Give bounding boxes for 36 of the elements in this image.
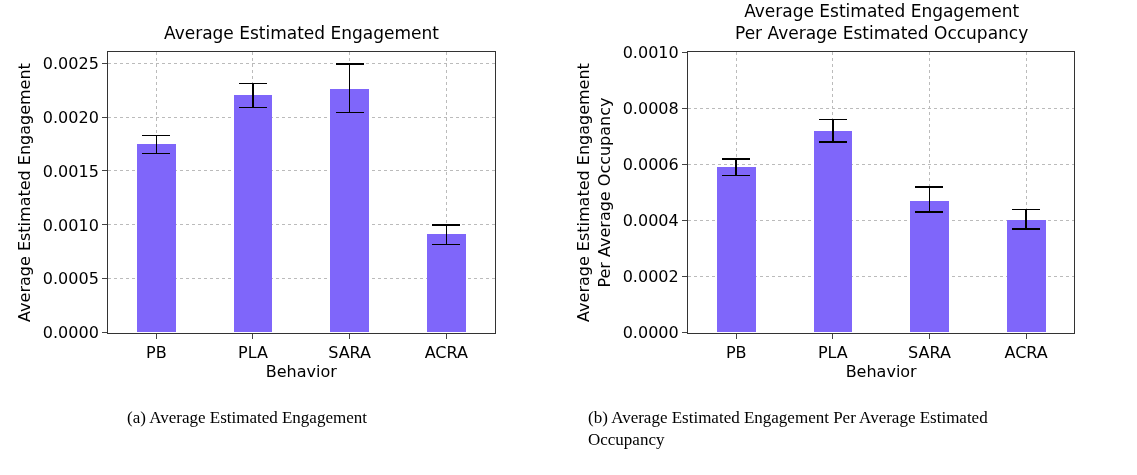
y-tick-label: 0.0000 (622, 323, 679, 343)
y-tick-label: 0.0025 (42, 53, 99, 73)
x-tick-label: PB (725, 342, 747, 362)
y-tick-label: 0.0008 (622, 99, 679, 119)
bar (716, 167, 756, 333)
y-tick-label: 0.0010 (42, 215, 99, 235)
y-tick-label: 0.0015 (42, 161, 99, 181)
x-tick-label: ACRA (424, 342, 468, 362)
bar (330, 89, 370, 333)
y-tick-label: 0.0005 (42, 269, 99, 289)
x-tick-label: PLA (238, 342, 268, 362)
bar (234, 95, 273, 333)
y-axis-title: Average Estimated Engagement Per Average Occupancy (573, 63, 614, 322)
text: (a) Average Estimated Engagement (127, 408, 368, 427)
y-tick-label: 0.0010 (622, 42, 679, 62)
bar (137, 144, 177, 333)
chart-title: Average Estimated Engagement (164, 23, 440, 43)
x-tick-label: PLA (817, 342, 848, 362)
y-tick-label: 0.0004 (622, 211, 679, 231)
x-tick-label: PB (146, 342, 167, 362)
x-axis-title: Behavior (265, 361, 338, 381)
bar (427, 234, 467, 333)
y-tick-label: 0.0002 (622, 267, 679, 287)
y-axis-title: Average Estimated Engagement (14, 63, 34, 322)
bar (813, 131, 852, 333)
bar (1006, 220, 1046, 333)
x-axis-title: Behavior (845, 361, 918, 381)
y-tick-label: 0.0020 (42, 107, 99, 127)
x-tick-label: SARA (328, 342, 372, 362)
bar (909, 201, 949, 333)
text: (b) Average Estimated Engagement Per Average Estimated Occupancy (588, 408, 989, 450)
x-tick-label: ACRA (1004, 342, 1048, 362)
y-tick-label: 0.0006 (622, 155, 679, 175)
x-tick-label: SARA (908, 342, 951, 362)
chart-title: Average Estimated Engagement Per Average Estimated Occupancy (735, 1, 1029, 44)
y-tick-label: 0.0000 (42, 323, 99, 343)
